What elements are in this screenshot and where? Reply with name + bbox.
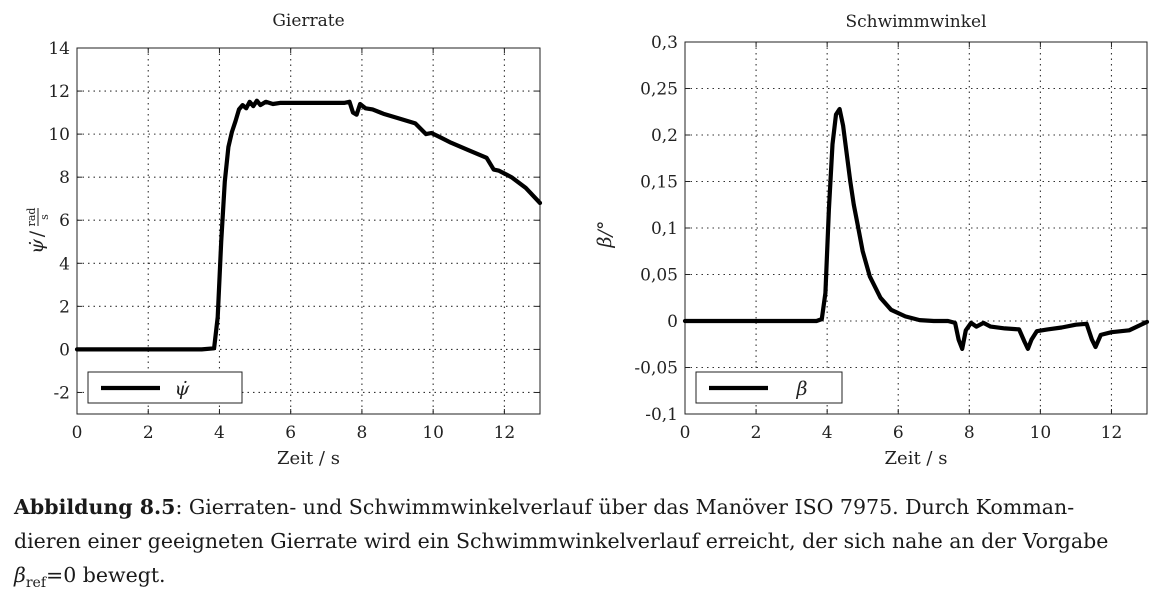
x-tick-label: 4: [822, 423, 833, 443]
y-axis-label: ψ̇/ rad s: [25, 208, 51, 254]
y-tick-label: 0,1: [651, 219, 678, 239]
caption-beta-sub: ref: [25, 575, 47, 592]
caption-label: Abbildung 8.5: [14, 495, 176, 519]
y-tick-label: 0: [59, 340, 70, 360]
plot-frame: [76, 47, 541, 415]
y-tick-label: 0: [667, 312, 678, 332]
caption-beta-symbol: β: [14, 563, 26, 587]
y-tick-label: -0,1: [645, 405, 678, 425]
y-tick-label: 12: [48, 82, 70, 102]
y-tick-label: 0,3: [651, 33, 678, 53]
x-tick-label: 10: [422, 423, 444, 443]
x-tick-label: 8: [964, 423, 975, 443]
y-tick-label: -0,05: [634, 359, 678, 379]
y-tick-label: 10: [48, 125, 70, 145]
y-tick-label: 2: [59, 297, 70, 317]
caption-line-1: Abbildung 8.5: Gierraten- und Schwimmwin…: [14, 490, 1159, 524]
x-axis-label: Zeit / s: [277, 448, 340, 469]
chart-title: Schwimmwinkel: [845, 12, 986, 32]
series-line: [74, 98, 543, 352]
y-tick-label: 8: [59, 168, 70, 188]
y-tick-label: 4: [59, 254, 70, 274]
x-tick-label: 12: [1101, 423, 1123, 443]
x-tick-label: 6: [285, 423, 296, 443]
y-tick-label: -2: [53, 383, 70, 403]
x-tick-label: 2: [751, 423, 762, 443]
caption-line-2: dieren einer geeigneten Gierrate wird ei…: [14, 529, 1109, 553]
series-line: [682, 106, 1150, 351]
x-tick-label: 2: [143, 423, 154, 443]
caption-line-3: βref=0 bewegt.: [14, 558, 1159, 600]
x-tick-label: 12: [494, 423, 516, 443]
y-axis-label-symbol: ψ̇: [26, 238, 48, 254]
caption-text-3: =0 bewegt.: [46, 563, 166, 587]
x-axis-label: Zeit / s: [885, 448, 948, 469]
x-tick-label: 8: [357, 423, 368, 443]
y-tick-label: 14: [48, 39, 70, 59]
x-tick-label: 4: [214, 423, 225, 443]
caption-text-1: : Gierraten- und Schwimmwinkelverlauf üb…: [175, 495, 1075, 519]
x-tick-label: 10: [1030, 423, 1052, 443]
y-tick-label: 0,05: [640, 266, 678, 286]
y-axis-label-slash: /: [26, 230, 48, 237]
x-tick-label: 0: [680, 423, 691, 443]
x-tick-label: 6: [893, 423, 904, 443]
legend-label: β: [796, 378, 808, 400]
y-tick-label: 0,2: [651, 126, 678, 146]
y-axis-label-unit-den: s: [38, 214, 51, 220]
schwimmwinkel-chart: 0 2 4 6 8 10 12 -0,1 -0,05 0 0,05 0,1 0,15 0,2 0,25 0,3…: [594, 12, 1150, 469]
y-axis-label: β/°: [594, 221, 616, 249]
y-tick-label: 6: [59, 211, 70, 231]
y-tick-label: 0,25: [640, 80, 678, 100]
chart-title: Gierrate: [272, 11, 344, 31]
legend-label: ψ̇: [175, 378, 191, 400]
figure-caption: Abbildung 8.5: Gierraten- und Schwimmwin…: [14, 490, 1159, 600]
x-tick-label: 0: [72, 423, 83, 443]
y-axis-label-unit-num: rad: [25, 208, 38, 227]
y-tick-label: 0,15: [640, 173, 678, 193]
